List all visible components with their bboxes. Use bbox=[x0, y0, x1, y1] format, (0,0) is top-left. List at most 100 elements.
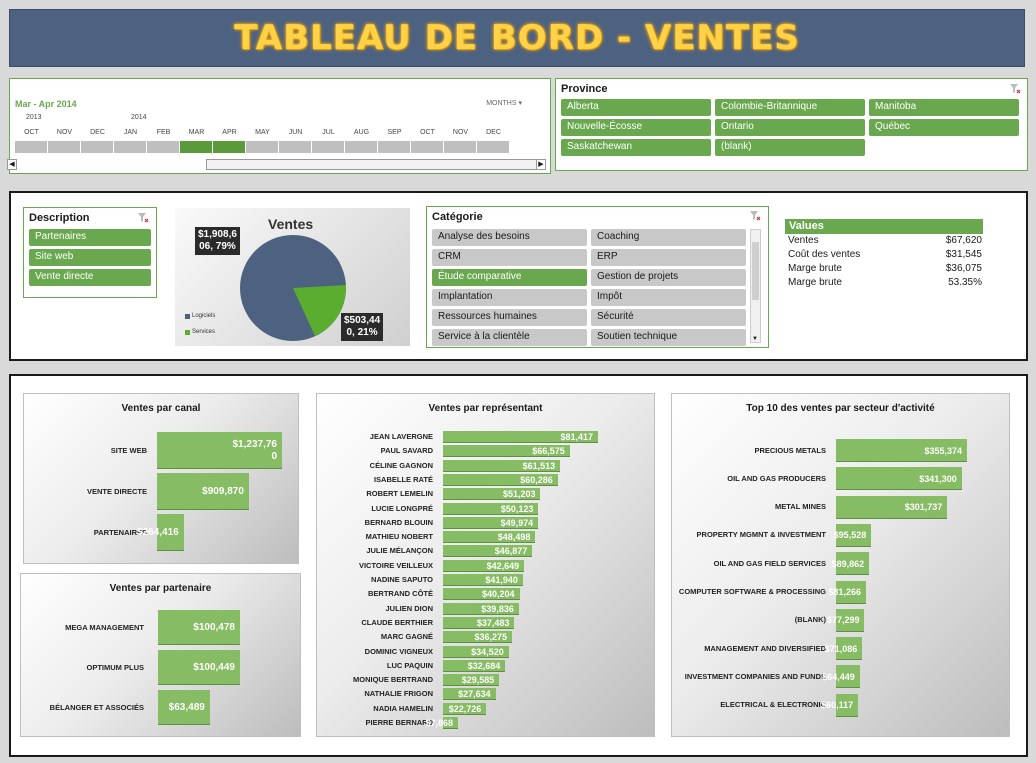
dashboard-banner: TABLEAU DE BORD - VENTES bbox=[9, 9, 1025, 67]
province-option[interactable]: Québec bbox=[869, 119, 1019, 136]
province-option[interactable]: Alberta bbox=[561, 99, 711, 116]
timeline-month-bar[interactable] bbox=[213, 141, 246, 153]
timeline-month-bar[interactable] bbox=[246, 141, 279, 153]
timeline-month-bar[interactable] bbox=[147, 141, 180, 153]
clear-filter-icon[interactable] bbox=[749, 210, 761, 222]
categorie-option[interactable]: Analyse des besoins bbox=[432, 229, 587, 246]
data-label: $1,237,76 0 bbox=[232, 438, 278, 462]
timeline-month-label: APR bbox=[222, 129, 237, 136]
province-option[interactable]: Saskatchewan bbox=[561, 139, 711, 156]
category-label: PARTENAIRES bbox=[93, 527, 147, 537]
timeline-slicer[interactable]: Mar - Apr 2014 MONTHS ▾ 2013 2014 OCT NOV… bbox=[7, 78, 551, 174]
bar bbox=[443, 674, 500, 687]
bar bbox=[836, 637, 863, 661]
province-option[interactable]: Colombie-Britannique bbox=[715, 99, 865, 116]
values-value: $31,545 bbox=[945, 249, 982, 260]
bar bbox=[443, 588, 520, 601]
province-option[interactable]: Ontario bbox=[715, 119, 865, 136]
clear-filter-icon[interactable] bbox=[1009, 83, 1021, 95]
data-label: $37,483 bbox=[476, 617, 510, 628]
categorie-option[interactable]: Implantation bbox=[432, 289, 587, 306]
timeline-range-label: Mar - Apr 2014 bbox=[15, 99, 77, 109]
legend-item: Services bbox=[185, 329, 215, 335]
bar bbox=[443, 488, 541, 501]
bar bbox=[443, 616, 515, 629]
category-label: CÉLINE GAGNON bbox=[369, 460, 433, 470]
legend-item: Logiciels bbox=[185, 313, 215, 319]
description-option[interactable]: Vente directe bbox=[29, 269, 151, 286]
province-option[interactable]: Nouvelle-Écosse bbox=[561, 119, 711, 136]
category-label: LUCIE LONGPRÉ bbox=[371, 503, 433, 513]
bar bbox=[836, 523, 872, 547]
clear-filter-icon[interactable] bbox=[137, 212, 149, 224]
bar bbox=[836, 439, 967, 462]
bar bbox=[157, 432, 282, 469]
category-label: PRECIOUS METALS bbox=[754, 445, 826, 455]
province-option[interactable]: Manitoba bbox=[869, 99, 1019, 116]
category-label: JULIE MÉLANÇON bbox=[366, 546, 433, 556]
values-label: Coût des ventes bbox=[788, 249, 861, 260]
chart-title: Ventes par partenaire bbox=[109, 583, 212, 594]
timeline-year-label: 2013 bbox=[26, 114, 42, 121]
timeline-month-bars[interactable] bbox=[15, 141, 543, 153]
timeline-month-label: OCT bbox=[420, 129, 435, 136]
chevron-down-icon[interactable]: ▼ bbox=[752, 336, 758, 342]
data-label: $264,416 bbox=[136, 526, 179, 538]
data-label: $81,266 bbox=[828, 587, 861, 597]
timeline-month-label: SEP bbox=[387, 129, 402, 136]
timeline-month-bar[interactable] bbox=[279, 141, 312, 153]
timeline-month-bar[interactable] bbox=[477, 141, 510, 153]
scroll-left-icon[interactable]: ◀ bbox=[7, 159, 17, 170]
categorie-option[interactable]: Ressources humaines bbox=[432, 309, 587, 326]
bar bbox=[158, 690, 210, 725]
timeline-month-bar[interactable] bbox=[180, 141, 213, 153]
categorie-option[interactable]: Étude comparative bbox=[432, 269, 587, 286]
category-label: CLAUDE BERTHIER bbox=[361, 617, 433, 627]
scrollbar-thumb[interactable] bbox=[752, 242, 759, 300]
bar bbox=[443, 431, 598, 443]
timeline-month-label: JAN bbox=[123, 129, 138, 136]
category-label: MATHIEU NOBERT bbox=[365, 532, 433, 542]
data-label: $71,086 bbox=[824, 643, 858, 654]
categorie-option[interactable]: Gestion de projets bbox=[591, 269, 746, 286]
data-label: $60,117 bbox=[821, 700, 854, 711]
timeline-month-bar[interactable] bbox=[114, 141, 147, 153]
timeline-month-label: JUL bbox=[322, 129, 335, 136]
categorie-option[interactable]: Impôt bbox=[591, 289, 746, 306]
timeline-month-bar[interactable] bbox=[312, 141, 345, 153]
description-option[interactable]: Site web bbox=[29, 249, 151, 266]
timeline-month-bar[interactable] bbox=[48, 141, 81, 153]
bar bbox=[443, 502, 539, 515]
data-label: $41,940 bbox=[485, 575, 518, 585]
bar bbox=[443, 688, 496, 701]
timeline-scrollbar[interactable]: ◀ ▶ bbox=[7, 159, 546, 170]
province-option[interactable]: (blank) bbox=[715, 139, 865, 156]
category-label: (BLANK) bbox=[794, 615, 826, 625]
values-label: Marge brute bbox=[788, 263, 842, 274]
timeline-years: 2013 2014 bbox=[15, 114, 545, 124]
data-label: $29,585 bbox=[461, 675, 495, 686]
ventes-par-representant-chart: Ventes par représentant JEAN LAVERGNE $81… bbox=[316, 393, 655, 737]
scroll-right-icon[interactable]: ▶ bbox=[536, 159, 546, 170]
values-label: Ventes bbox=[788, 235, 819, 246]
description-option[interactable]: Partenaires bbox=[29, 229, 151, 246]
bar bbox=[836, 693, 859, 717]
slicer-scrollbar[interactable]: ▼ bbox=[750, 229, 761, 343]
timeline-month-bar[interactable] bbox=[444, 141, 477, 153]
timeline-level-dropdown[interactable]: MONTHS ▾ bbox=[486, 100, 522, 107]
timeline-month-bar[interactable] bbox=[411, 141, 444, 153]
timeline-month-bar[interactable] bbox=[81, 141, 114, 153]
categorie-option[interactable]: CRM bbox=[432, 249, 587, 266]
categorie-option[interactable]: Soutien technique bbox=[591, 329, 746, 346]
timeline-month-bar[interactable] bbox=[345, 141, 378, 153]
pie-slice-services bbox=[293, 285, 347, 336]
bar bbox=[157, 514, 184, 551]
categorie-option[interactable]: ERP bbox=[591, 249, 746, 266]
timeline-month-bar[interactable] bbox=[378, 141, 411, 153]
categorie-option[interactable]: Sécurité bbox=[591, 309, 746, 326]
category-label: ROBERT LEMELIN bbox=[366, 489, 433, 499]
timeline-month-bar[interactable] bbox=[15, 141, 48, 153]
categorie-option[interactable]: Service à la clientèle bbox=[432, 329, 587, 346]
categorie-option[interactable]: Coaching bbox=[591, 229, 746, 246]
category-label: PAUL SAVARD bbox=[380, 446, 433, 456]
